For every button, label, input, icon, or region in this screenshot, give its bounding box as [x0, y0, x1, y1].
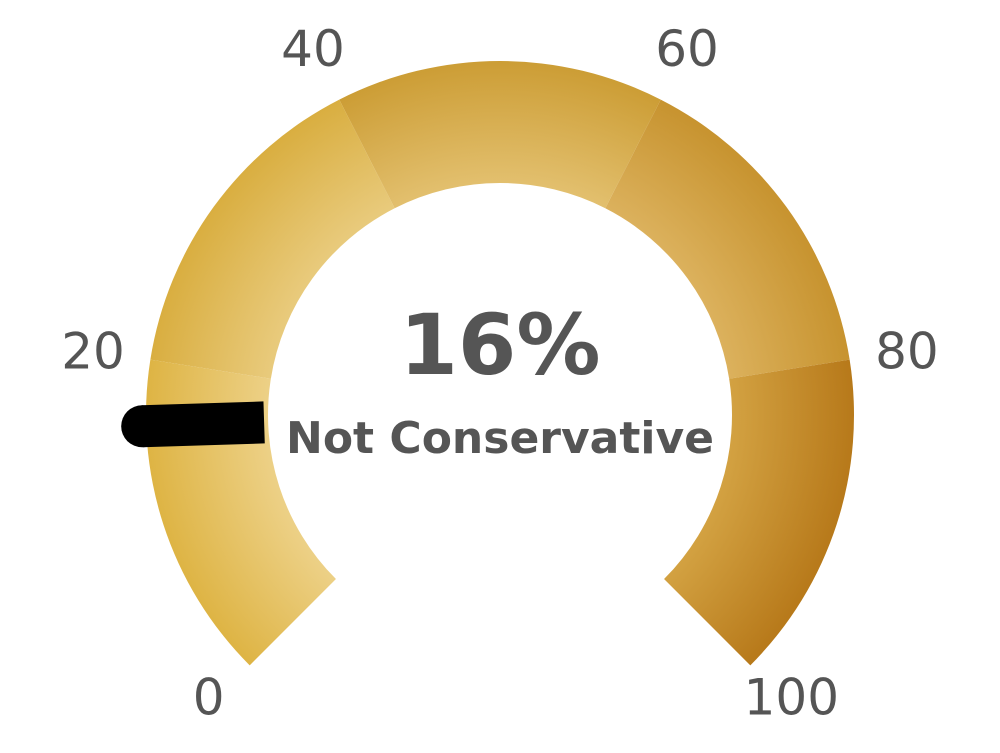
tick-label: 40 — [281, 20, 345, 78]
tick-label: 20 — [61, 323, 125, 381]
gauge-bands — [145, 60, 854, 666]
needle-tip — [121, 405, 164, 448]
gauge-tick-labels: 0 20 40 60 80 100 — [61, 20, 938, 726]
gauge-band-20-40 — [150, 99, 395, 379]
gauge-band-80-100 — [664, 359, 854, 666]
tick-label: 0 — [193, 668, 225, 726]
gauge-value: 16% — [399, 296, 600, 394]
gauge-needle — [121, 401, 265, 448]
gauge-band-40-60 — [339, 60, 661, 209]
gauge-label: Not Conservative — [286, 413, 714, 464]
tick-label: 80 — [875, 323, 939, 381]
gauge-band-60-80 — [605, 99, 850, 379]
tick-label: 100 — [744, 668, 839, 726]
tick-label: 60 — [655, 20, 719, 78]
